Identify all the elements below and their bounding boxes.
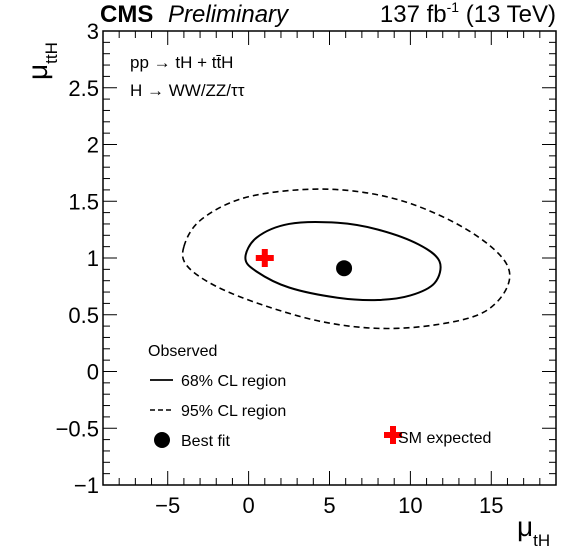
energy-label: (13 TeV) bbox=[459, 1, 556, 28]
x-axis-tick-labels: −5 0 5 10 15 bbox=[155, 493, 503, 518]
legend-sm-label: SM expected bbox=[398, 430, 491, 447]
x-axis-ticks bbox=[102, 31, 557, 485]
x-tick-label: 5 bbox=[323, 493, 335, 518]
legend-68-label: 68% CL region bbox=[181, 373, 286, 390]
x-tick-label: −5 bbox=[155, 493, 180, 518]
y-tick-label: 1.5 bbox=[68, 189, 99, 214]
lumi-value: 137 fb bbox=[380, 1, 447, 28]
y-axis-title-group: μttH bbox=[22, 42, 61, 80]
y-axis-tick-labels: −1 −0.5 0 0.5 1 1.5 2 2.5 3 bbox=[56, 19, 99, 498]
experiment-label: CMS bbox=[100, 1, 153, 28]
contour-95-cl bbox=[181, 188, 511, 330]
y-tick-label: 0 bbox=[87, 360, 99, 385]
y-axis-subscript: ttH bbox=[42, 42, 61, 64]
contour-68-cl bbox=[244, 221, 442, 302]
x-tick-label: 0 bbox=[242, 493, 254, 518]
y-axis-ticks bbox=[103, 30, 556, 486]
y-tick-label: 2.5 bbox=[68, 76, 99, 101]
y-tick-label: 1 bbox=[87, 246, 99, 271]
status-label: Preliminary bbox=[168, 1, 290, 28]
header-lumi: 137 fb-1 (13 TeV) bbox=[380, 0, 556, 28]
sm-expected-marker bbox=[255, 249, 274, 267]
y-tick-label: 3 bbox=[87, 19, 99, 44]
legend-95-label: 95% CL region bbox=[181, 403, 286, 420]
legend-header: Observed bbox=[148, 343, 217, 360]
process-line-1: pp → tH + tt̄H bbox=[130, 53, 233, 72]
y-tick-label: −0.5 bbox=[56, 416, 99, 441]
x-axis-symbol: μ bbox=[517, 511, 533, 542]
legend: Observed 68% CL region 95% CL region Bes… bbox=[148, 343, 491, 450]
y-tick-label: 0.5 bbox=[68, 303, 99, 328]
y-tick-label: −1 bbox=[74, 473, 99, 498]
legend-best-fit-label: Best fit bbox=[181, 433, 230, 450]
header-experiment-status: CMS Preliminary bbox=[100, 1, 290, 28]
y-tick-label: 2 bbox=[87, 133, 99, 158]
legend-best-fit-marker bbox=[154, 432, 170, 448]
y-axis-symbol: μ bbox=[22, 64, 53, 80]
x-tick-label: 15 bbox=[479, 493, 503, 518]
y-axis-title: μttH bbox=[22, 42, 61, 80]
x-axis-title: μtH bbox=[517, 511, 550, 550]
lumi-unit-exponent: -1 bbox=[447, 0, 460, 15]
process-line-2: H → WW/ZZ/ττ bbox=[130, 81, 245, 100]
legend-sm-marker bbox=[384, 426, 402, 444]
x-tick-label: 10 bbox=[398, 493, 422, 518]
best-fit-marker bbox=[336, 260, 353, 277]
x-axis-subscript: tH bbox=[533, 531, 550, 550]
